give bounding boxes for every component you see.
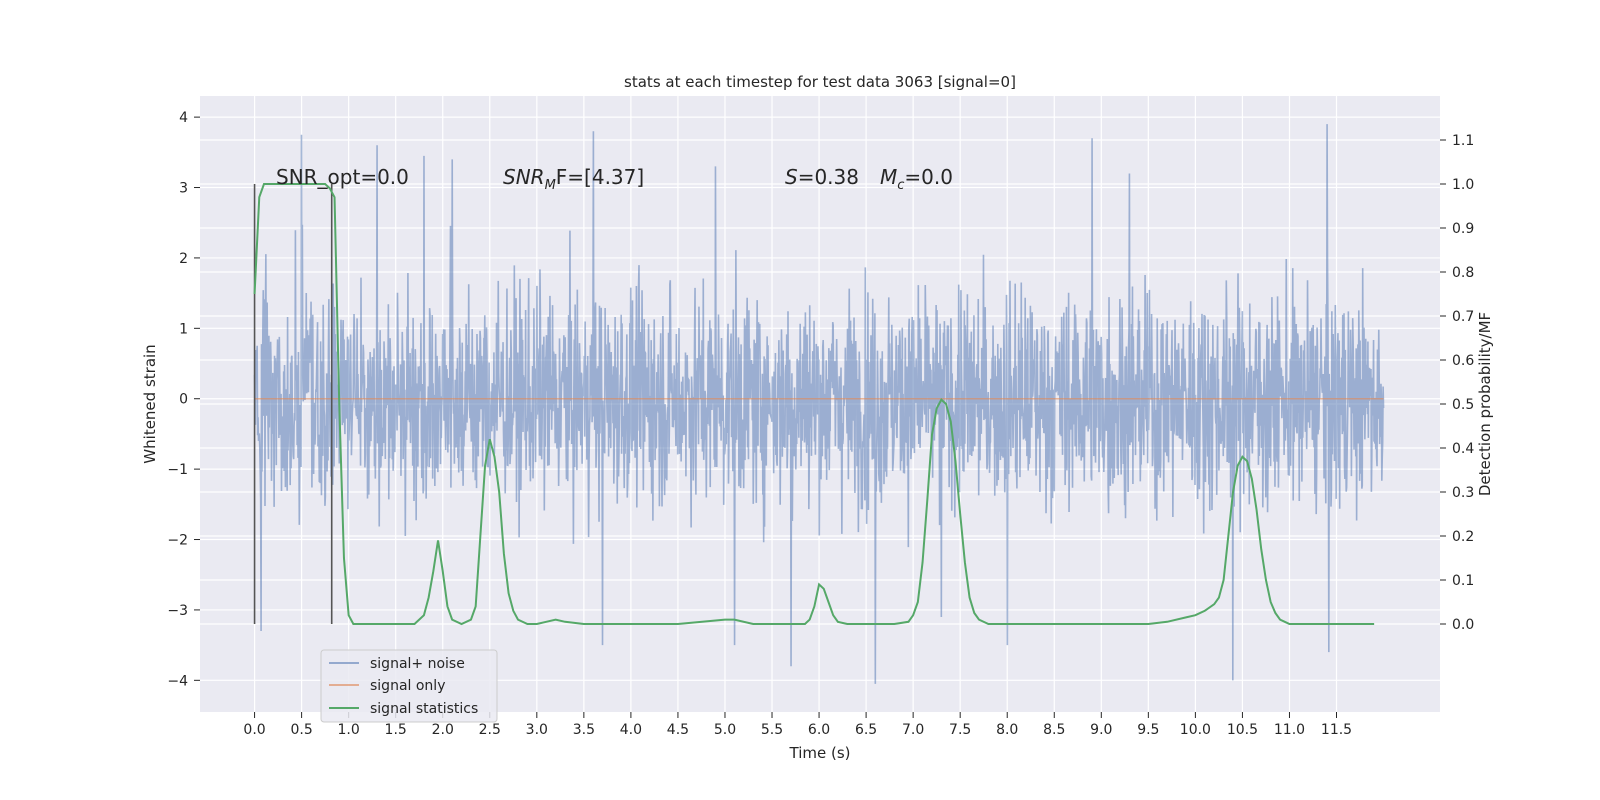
y2-tick-label: 0.8: [1452, 265, 1474, 281]
annotation-mc-sub: c: [897, 178, 904, 193]
y-tick-label: 0: [179, 392, 188, 408]
annotation-snr-opt: SNR_opt=0.0: [276, 165, 409, 189]
x-tick-label: 9.0: [1090, 722, 1112, 738]
annotation-s-main: S: [785, 165, 798, 189]
x-tick-label: 8.0: [996, 722, 1018, 738]
x-tick-label: 10.0: [1180, 722, 1211, 738]
y2-tick-label: 0.9: [1452, 221, 1474, 237]
y-tick-label: 2: [179, 251, 188, 267]
x-tick-label: 4.0: [620, 722, 642, 738]
annotation-mc: Mc=0.0: [880, 165, 953, 193]
x-tick-label: 4.5: [667, 722, 689, 738]
y2-axis-title: Detection probability/MF: [1476, 312, 1494, 496]
annotation-snr-mf-rest: F=[4.37]: [556, 165, 644, 189]
x-tick-label: 2.5: [479, 722, 501, 738]
annotation-snr-mf: SNRMF=[4.37]: [503, 165, 644, 193]
x-tick-label: 3.5: [573, 722, 595, 738]
x-tick-label: 1.5: [385, 722, 407, 738]
y2-tick-label: 0.2: [1452, 529, 1474, 545]
annotation-mc-main: M: [880, 165, 897, 189]
y2-tick-label: 0.7: [1452, 309, 1474, 325]
y-tick-label: 3: [179, 181, 188, 197]
y-axis-title: Whitened strain: [141, 344, 159, 463]
chart-title: stats at each timestep for test data 306…: [624, 73, 1016, 91]
x-axis-title: Time (s): [789, 744, 851, 762]
y2-tick-label: 1.1: [1452, 133, 1474, 149]
x-tick-label: 9.5: [1137, 722, 1159, 738]
annotation-snr-mf-main: SNR: [503, 165, 545, 189]
x-tick-label: 1.0: [338, 722, 360, 738]
legend-label-stats: signal statistics: [370, 701, 478, 717]
signal-statistics-line: [253, 183, 1375, 626]
y-tick-label: 1: [179, 321, 188, 337]
annotation-snr-mf-sub: M: [545, 178, 556, 193]
y-tick-label: 4: [179, 110, 188, 126]
y2-ticks: 1.1 1.0 0.9 0.8 0.7 0.6 0.5 0.4 0.3 0.2 0.1 0.0: [1440, 133, 1474, 633]
legend-box: [320, 649, 498, 723]
series-signal-statistics: [253, 183, 1375, 626]
x-tick-label: 2.0: [432, 722, 454, 738]
x-tick-label: 0.5: [290, 722, 312, 738]
x-tick-label: 6.5: [855, 722, 877, 738]
legend-label-noise: signal+ noise: [370, 656, 465, 672]
annotation-s: S=0.38: [785, 165, 859, 189]
legend-label-signal: signal only: [370, 678, 445, 694]
x-tick-label: 7.0: [902, 722, 924, 738]
y2-tick-label: 0.5: [1452, 397, 1474, 413]
y2-tick-label: 0.0: [1452, 617, 1474, 633]
y-ticks: 4 3 2 1 0 −1 −2 −3 −4: [167, 110, 200, 689]
annotation-mc-rest: =0.0: [904, 165, 953, 189]
legend: signal+ noise signal only signal statist…: [320, 649, 498, 723]
y-tick-label: −1: [167, 462, 188, 478]
y-tick-label: −3: [167, 603, 188, 619]
y-tick-label: −4: [167, 673, 188, 689]
x-ticks: 0.0 0.5 1.0 1.5 2.0 2.5 3.0 3.5 4.0 4.5 5.0 5.5 6.0 6…: [243, 712, 1352, 738]
noise-line: [253, 124, 1385, 684]
x-tick-label: 8.5: [1043, 722, 1065, 738]
y-tick-label: −2: [167, 533, 188, 549]
x-tick-label: 7.5: [949, 722, 971, 738]
x-tick-label: 0.0: [243, 722, 265, 738]
y2-tick-label: 0.3: [1452, 485, 1474, 501]
y2-tick-label: 0.6: [1452, 353, 1474, 369]
x-tick-label: 6.0: [808, 722, 830, 738]
x-tick-label: 3.0: [526, 722, 548, 738]
y2-tick-label: 0.4: [1452, 441, 1474, 457]
y2-tick-label: 1.0: [1452, 177, 1474, 193]
annotation-s-rest: =0.38: [798, 165, 859, 189]
x-tick-label: 10.5: [1227, 722, 1258, 738]
x-tick-label: 11.0: [1274, 722, 1305, 738]
x-tick-label: 11.5: [1321, 722, 1352, 738]
vertical-markers: [253, 184, 333, 624]
x-tick-label: 5.0: [714, 722, 736, 738]
x-tick-label: 5.5: [761, 722, 783, 738]
series-signal-plus-noise: [253, 124, 1385, 684]
y2-tick-label: 0.1: [1452, 573, 1474, 589]
